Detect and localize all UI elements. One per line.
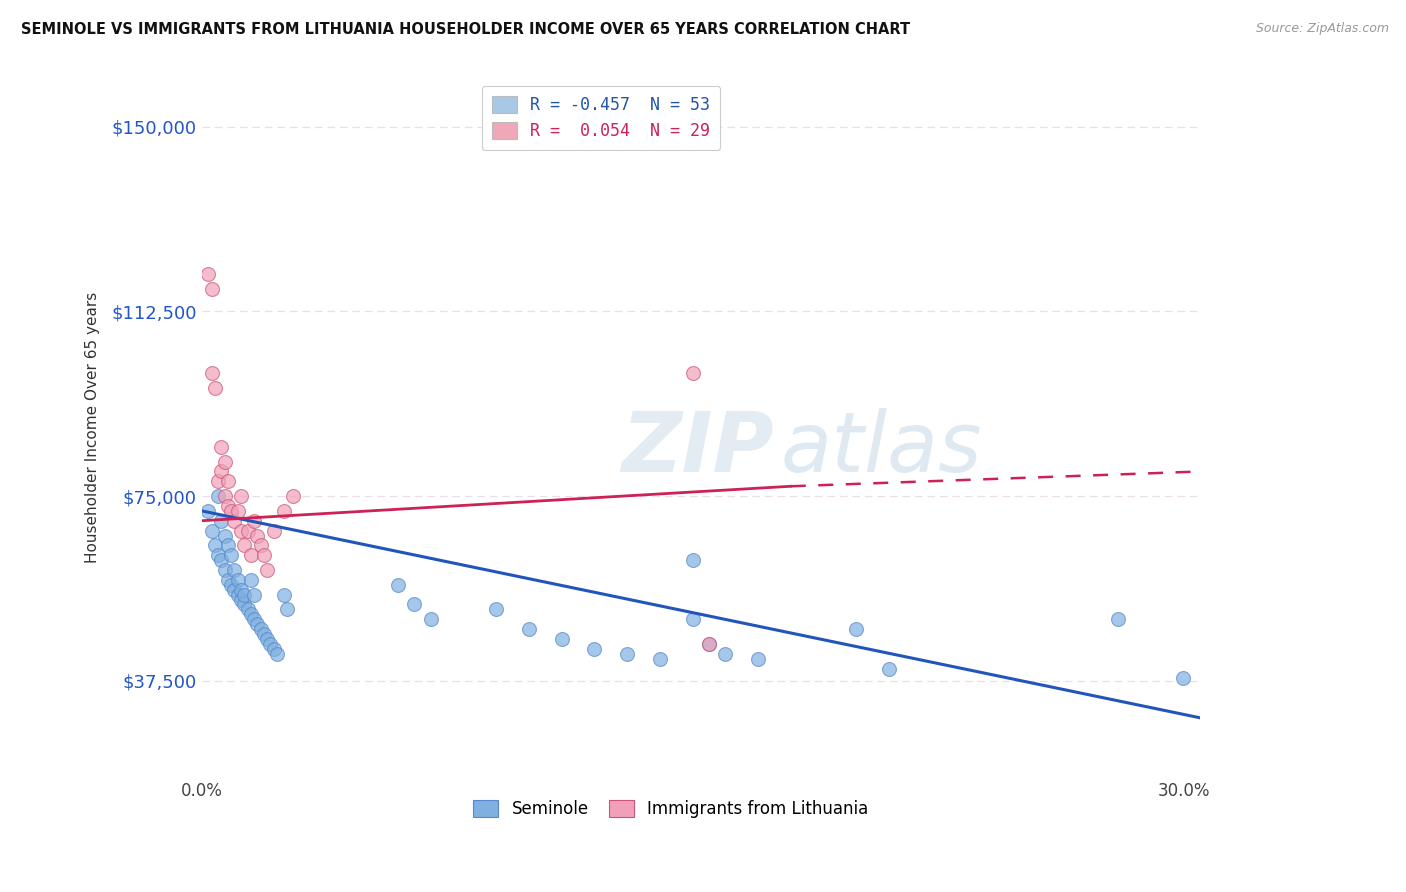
Point	[246, 528, 269, 542]
Point	[217, 538, 239, 552]
Point	[243, 612, 266, 626]
Point	[246, 617, 269, 632]
Point	[583, 641, 606, 656]
Point	[845, 622, 868, 636]
Point	[214, 455, 236, 469]
Point	[204, 381, 226, 395]
Point	[236, 602, 259, 616]
Point	[682, 553, 704, 567]
Point	[229, 524, 252, 538]
Point	[747, 651, 769, 665]
Point	[207, 548, 229, 562]
Point	[226, 573, 249, 587]
Point	[209, 440, 232, 454]
Point	[1173, 671, 1195, 685]
Point	[517, 622, 540, 636]
Point	[214, 528, 236, 542]
Point	[214, 489, 236, 503]
Point	[224, 563, 246, 577]
Point	[239, 607, 262, 622]
Point	[204, 538, 226, 552]
Point	[682, 612, 704, 626]
Point	[551, 632, 574, 646]
Point	[877, 661, 900, 675]
Point	[253, 627, 276, 641]
Point	[200, 366, 222, 380]
Point	[233, 588, 256, 602]
Point	[263, 524, 285, 538]
Point	[200, 524, 222, 538]
Point	[485, 602, 508, 616]
Y-axis label: Householder Income Over 65 years: Householder Income Over 65 years	[86, 292, 100, 563]
Point	[209, 553, 232, 567]
Point	[276, 602, 298, 616]
Point	[217, 475, 239, 489]
Point	[648, 651, 671, 665]
Point	[682, 366, 704, 380]
Point	[283, 489, 305, 503]
Point	[256, 563, 278, 577]
Point	[714, 647, 737, 661]
Point	[273, 504, 295, 518]
Point	[259, 637, 281, 651]
Point	[207, 475, 229, 489]
Point	[229, 582, 252, 597]
Point	[249, 538, 271, 552]
Text: Source: ZipAtlas.com: Source: ZipAtlas.com	[1256, 22, 1389, 36]
Point	[197, 268, 219, 282]
Point	[209, 514, 232, 528]
Point	[263, 641, 285, 656]
Point	[419, 612, 441, 626]
Point	[226, 588, 249, 602]
Point	[387, 578, 409, 592]
Point	[219, 548, 242, 562]
Point	[239, 573, 262, 587]
Point	[224, 514, 246, 528]
Point	[219, 578, 242, 592]
Point	[219, 504, 242, 518]
Point	[239, 548, 262, 562]
Point	[233, 538, 256, 552]
Text: atlas: atlas	[780, 408, 983, 489]
Point	[243, 514, 266, 528]
Point	[229, 489, 252, 503]
Point	[266, 647, 288, 661]
Point	[243, 588, 266, 602]
Point	[229, 592, 252, 607]
Point	[197, 504, 219, 518]
Point	[697, 637, 720, 651]
Point	[249, 622, 271, 636]
Point	[1107, 612, 1129, 626]
Point	[616, 647, 638, 661]
Point	[217, 499, 239, 513]
Point	[233, 598, 256, 612]
Point	[217, 573, 239, 587]
Point	[207, 489, 229, 503]
Point	[214, 563, 236, 577]
Point	[404, 598, 426, 612]
Point	[209, 465, 232, 479]
Point	[273, 588, 295, 602]
Text: SEMINOLE VS IMMIGRANTS FROM LITHUANIA HOUSEHOLDER INCOME OVER 65 YEARS CORRELATI: SEMINOLE VS IMMIGRANTS FROM LITHUANIA HO…	[21, 22, 910, 37]
Text: ZIP: ZIP	[621, 408, 773, 489]
Point	[236, 524, 259, 538]
Point	[200, 282, 222, 296]
Point	[256, 632, 278, 646]
Point	[226, 504, 249, 518]
Point	[253, 548, 276, 562]
Point	[224, 582, 246, 597]
Legend: Seminole, Immigrants from Lithuania: Seminole, Immigrants from Lithuania	[467, 793, 875, 824]
Point	[697, 637, 720, 651]
